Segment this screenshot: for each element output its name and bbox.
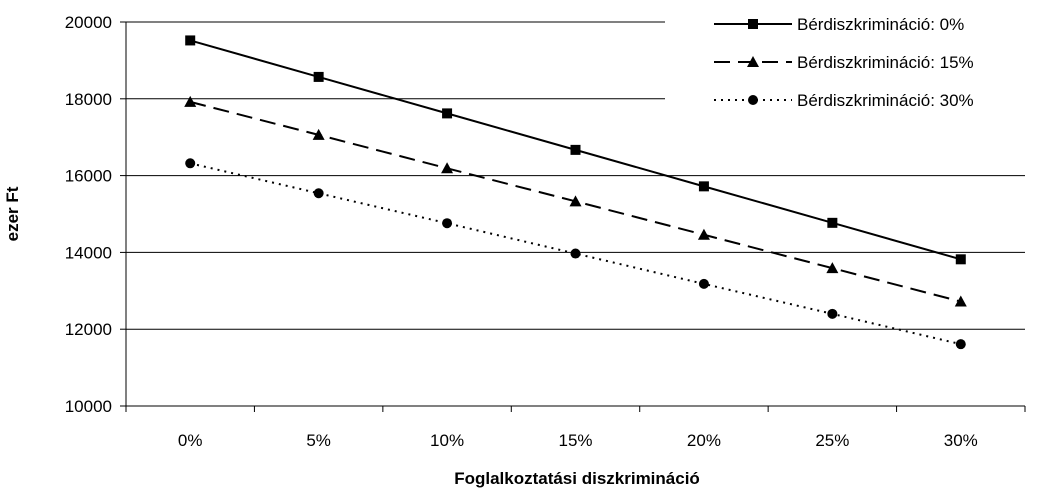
legend-background [665,8,1048,128]
series-2-point-3 [569,195,582,207]
series-2-point-0 [184,95,197,107]
series-3-point-6 [955,339,966,350]
axes: 10000 12000 14000 16000 18000 20000 0% 5% 10% 15%… [65,13,1026,450]
series-3-point-1 [313,188,324,199]
legend-marker-3 [748,95,758,105]
legend-item-3: Bérdiszkrimináció: 30% [714,91,974,110]
y-tick-label-4: 18000 [65,90,112,109]
series-2-point-5 [826,262,839,274]
x-tick-label-1: 5% [306,431,331,450]
x-tick-label-0: 0% [178,431,203,450]
series-1-point-6 [955,254,966,265]
x-tick-label-5: 25% [815,431,849,450]
legend-item-2: Bérdiszkrimináció: 15% [714,53,974,72]
legend-label-2: Bérdiszkrimináció: 15% [797,53,974,72]
y-tick-label-1: 12000 [65,320,112,339]
legend-marker-1 [748,19,758,29]
x-tick-label-3: 15% [558,431,592,450]
series-3-point-4 [698,278,709,289]
series-3-point-0 [185,158,196,169]
series-2 [184,95,967,307]
legend-marker-2 [747,56,759,67]
series-2-point-2 [441,162,454,174]
y-tick-label-3: 16000 [65,167,112,186]
series-1-point-5 [827,217,838,228]
series-2-point-6 [954,295,967,307]
legend-label-3: Bérdiszkrimináció: 30% [797,91,974,110]
series [184,35,967,350]
series-1-point-2 [442,108,453,119]
series-1-point-4 [698,181,709,192]
x-tick-label-4: 20% [687,431,721,450]
series-2-point-4 [697,228,710,240]
series-3-point-2 [442,218,453,229]
series-1-point-0 [185,35,196,46]
y-axis-title: ezer Ft [3,186,22,241]
y-tick-label-5: 20000 [65,13,112,32]
x-tick-label-2: 10% [430,431,464,450]
legend-item-1: Bérdiszkrimináció: 0% [714,15,964,34]
y-tick-label-0: 10000 [65,397,112,416]
y-tick-label-2: 14000 [65,243,112,262]
series-1-point-3 [570,144,581,155]
series-1-point-1 [313,71,324,82]
series-1 [185,35,966,265]
legend: Bérdiszkrimináció: 0% Bérdiszkrimináció: … [714,15,974,110]
series-3-point-5 [827,308,838,319]
series-3-point-3 [570,248,581,259]
series-3 [185,158,966,350]
series-2-point-1 [312,128,325,140]
legend-label-1: Bérdiszkrimináció: 0% [797,15,964,34]
x-tick-label-6: 30% [944,431,978,450]
x-axis-title: Foglalkoztatási diszkrimináció [454,469,700,488]
